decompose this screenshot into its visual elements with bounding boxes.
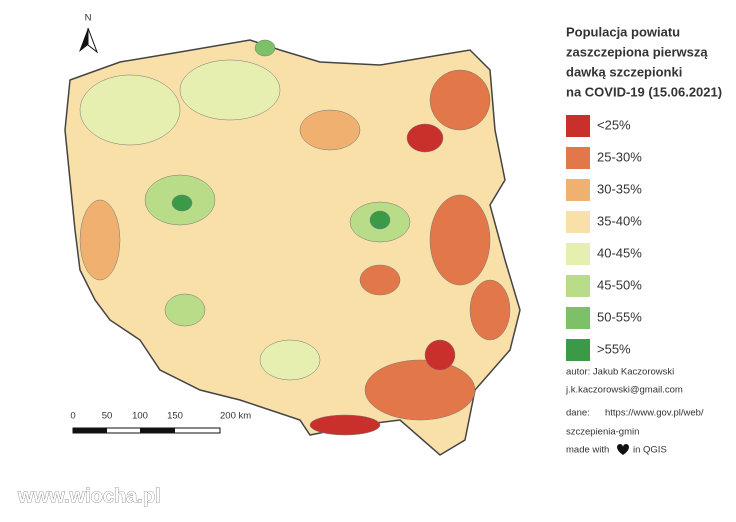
legend-swatch <box>566 179 590 201</box>
scale-label: 200 km <box>220 411 251 422</box>
heart-icon <box>617 444 629 455</box>
scale-labels: 0 50 100 150 200 km <box>70 411 251 422</box>
map: N <box>64 13 521 456</box>
legend-label: 45-50% <box>597 277 642 292</box>
north-arrow <box>87 27 99 54</box>
scale-bar <box>72 427 221 434</box>
legend-label: 35-40% <box>597 213 642 228</box>
legend-title: Populacja powiatu <box>566 24 680 39</box>
legend-swatch <box>566 275 590 297</box>
watermark: www.wiocha.pl <box>17 485 161 507</box>
legend-swatch <box>566 115 590 137</box>
legend-title: zaszczepiona pierwszą <box>566 44 708 59</box>
legend-label: 25-30% <box>597 149 642 164</box>
credits: autor: Jakub Kaczorowski j.k.kaczorowski… <box>565 367 704 456</box>
made-with: made with <box>566 445 609 456</box>
made-with: in QGIS <box>633 445 667 456</box>
source-url: https://www.gov.pl/web/ <box>605 408 704 419</box>
scale-label: 150 <box>167 411 183 422</box>
legend-swatch <box>566 211 590 233</box>
legend-label: 50-55% <box>597 309 642 324</box>
source-url: szczepienia-gmin <box>566 427 639 438</box>
legend-title: na COVID-19 (15.06.2021) <box>566 84 722 99</box>
legend-label: 40-45% <box>597 245 642 260</box>
author: autor: Jakub Kaczorowski <box>566 367 674 378</box>
legend-swatch <box>566 243 590 265</box>
scale-label: 0 <box>70 411 75 422</box>
region-patches <box>79 39 511 436</box>
legend-swatch <box>566 307 590 329</box>
legend-label: 30-35% <box>597 181 642 196</box>
north-arrow <box>79 28 88 52</box>
legend-title: dawką szczepionki <box>566 64 682 79</box>
country-outline <box>64 39 521 456</box>
legend-swatch <box>566 147 590 169</box>
source-label: dane: <box>566 408 590 419</box>
scale-label: 50 <box>102 411 113 422</box>
email: j.k.kaczorowski@gmail.com <box>565 385 683 396</box>
legend-swatch <box>566 339 590 361</box>
scale-label: 100 <box>132 411 148 422</box>
legend-label: <25% <box>597 117 631 132</box>
legend: Populacja powiatu zaszczepiona pierwszą da… <box>566 24 722 361</box>
legend-label: >55% <box>597 341 631 356</box>
north-label: N <box>85 13 92 24</box>
